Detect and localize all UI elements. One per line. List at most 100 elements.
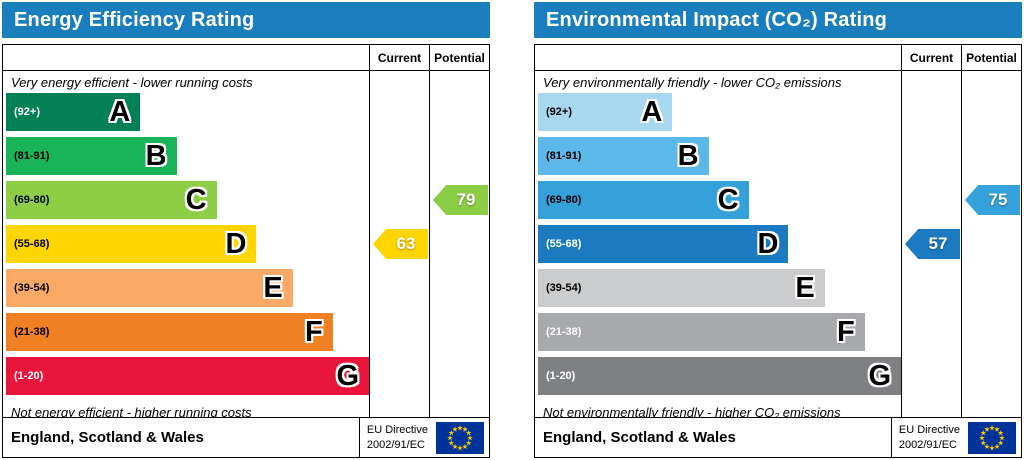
band-letter: B <box>145 139 167 172</box>
energy-top-caption: Very energy efficient - lower running co… <box>11 74 253 90</box>
energy-band-c: (69-80) C <box>6 181 217 219</box>
eu-directive-line2: 2002/91/EC <box>898 438 957 451</box>
band-range-label: (21-38) <box>14 326 50 338</box>
band-range-label: (1-20) <box>14 370 44 382</box>
band-letter: A <box>109 95 131 128</box>
energy-band-row-b: (81-91) B <box>6 137 369 175</box>
band-letter: B <box>677 139 699 172</box>
co2-column-header-row: Current Potential <box>535 45 1021 71</box>
co2-chart-footer: England, Scotland & Wales EU Directive 2… <box>535 417 1021 457</box>
energy-band-b: (81-91) B <box>6 137 177 175</box>
band-letter: G <box>868 359 891 392</box>
energy-rating-table: Current Potential Very energy efficient … <box>2 44 490 458</box>
eu-flag-icon <box>968 421 1016 454</box>
co2-band-g: (1-20) G <box>538 357 901 395</box>
co2-potential-column: 75 <box>961 71 1021 417</box>
band-letter: F <box>304 315 323 348</box>
co2-bands-area: Very environmentally friendly - lower CO… <box>535 71 901 417</box>
co2-chart-title-bar: Environmental Impact (CO₂) Rating <box>534 2 1022 38</box>
eu-directive-line1: EU Directive <box>366 424 428 437</box>
band-range-label: (55-68) <box>14 238 50 250</box>
co2-potential-rating-pointer: 75 <box>965 185 1020 215</box>
energy-band-a: (92+) A <box>6 93 141 131</box>
energy-potential-column: 79 <box>429 71 489 417</box>
band-letter: D <box>757 227 779 260</box>
environmental-impact-co2-rating-chart: Environmental Impact (CO₂) Rating Curren… <box>534 2 1022 458</box>
band-range-label: (92+) <box>14 106 40 118</box>
co2-bottom-caption: Not environmentally friendly - higher CO… <box>543 404 841 418</box>
band-range-label: (39-54) <box>546 282 582 294</box>
band-letter: G <box>336 359 359 392</box>
energy-bottom-caption: Not energy efficient - higher running co… <box>11 404 252 418</box>
band-range-label: (69-80) <box>546 194 582 206</box>
band-range-label: (81-91) <box>14 150 50 162</box>
co2-potential-column-header: Potential <box>961 45 1021 70</box>
band-letter: C <box>717 183 739 216</box>
eu-directive-line2: 2002/91/EC <box>366 438 425 451</box>
co2-band-row-f: (21-38) F <box>538 313 901 351</box>
eu-directive-label: EU Directive 2002/91/EC <box>367 423 428 452</box>
band-letter: A <box>641 95 663 128</box>
band-range-label: (39-54) <box>14 282 50 294</box>
co2-band-row-c: (69-80) C <box>538 181 901 219</box>
energy-band-e: (39-54) E <box>6 269 293 307</box>
co2-current-column: 57 <box>901 71 961 417</box>
energy-current-rating-pointer: 63 <box>373 229 428 259</box>
co2-band-a: (92+) A <box>538 93 673 131</box>
column-header-spacer <box>3 45 369 70</box>
co2-band-d: (55-68) D <box>538 225 789 263</box>
co2-current-rating-value: 57 <box>928 234 948 253</box>
co2-band-f: (21-38) F <box>538 313 865 351</box>
co2-band-e: (39-54) E <box>538 269 825 307</box>
energy-potential-column-header: Potential <box>429 45 489 70</box>
eu-directive-label: EU Directive 2002/91/EC <box>899 423 960 452</box>
energy-column-header-row: Current Potential <box>3 45 489 71</box>
energy-band-g: (1-20) G <box>6 357 369 395</box>
energy-band-row-c: (69-80) C <box>6 181 369 219</box>
co2-band-b: (81-91) B <box>538 137 709 175</box>
co2-band-row-e: (39-54) E <box>538 269 901 307</box>
energy-band-row-g: (1-20) G <box>6 357 369 395</box>
energy-potential-rating-pointer: 79 <box>433 185 488 215</box>
energy-current-column-header: Current <box>369 45 429 70</box>
energy-current-rating-value: 63 <box>396 234 416 253</box>
energy-band-row-f: (21-38) F <box>6 313 369 351</box>
eu-directive-cell: EU Directive 2002/91/EC <box>358 418 489 457</box>
energy-band-row-e: (39-54) E <box>6 269 369 307</box>
energy-band-row-d: (55-68) D <box>6 225 369 263</box>
band-range-label: (69-80) <box>14 194 50 206</box>
energy-band-f: (21-38) F <box>6 313 333 351</box>
band-range-label: (81-91) <box>546 150 582 162</box>
band-letter: E <box>795 271 815 304</box>
band-letter: C <box>185 183 207 216</box>
eu-directive-cell: EU Directive 2002/91/EC <box>890 418 1021 457</box>
energy-bands-area: Very energy efficient - lower running co… <box>3 71 369 417</box>
energy-band-row-a: (92+) A <box>6 93 369 131</box>
co2-band-row-d: (55-68) D <box>538 225 901 263</box>
co2-current-rating-pointer: 57 <box>905 229 960 259</box>
energy-chart-title: Energy Efficiency Rating <box>14 8 255 31</box>
region-label: England, Scotland & Wales <box>543 429 736 446</box>
band-range-label: (55-68) <box>546 238 582 250</box>
co2-chart-body: Very environmentally friendly - lower CO… <box>535 71 1021 417</box>
region-label: England, Scotland & Wales <box>11 429 204 446</box>
eu-directive-line1: EU Directive <box>898 424 960 437</box>
band-letter: D <box>225 227 247 260</box>
co2-band-row-g: (1-20) G <box>538 357 901 395</box>
co2-rating-table: Current Potential Very environmentally f… <box>534 44 1022 458</box>
co2-current-column-header: Current <box>901 45 961 70</box>
band-letter: F <box>836 315 855 348</box>
band-range-label: (1-20) <box>546 370 576 382</box>
co2-band-row-a: (92+) A <box>538 93 901 131</box>
energy-chart-title-bar: Energy Efficiency Rating <box>2 2 490 38</box>
band-range-label: (92+) <box>546 106 572 118</box>
band-letter: E <box>263 271 283 304</box>
co2-band-c: (69-80) C <box>538 181 749 219</box>
energy-efficiency-rating-chart: Energy Efficiency Rating Current Potenti… <box>2 2 490 458</box>
co2-band-row-b: (81-91) B <box>538 137 901 175</box>
energy-chart-body: Very energy efficient - lower running co… <box>3 71 489 417</box>
column-header-spacer <box>535 45 901 70</box>
co2-top-caption: Very environmentally friendly - lower CO… <box>543 74 842 90</box>
energy-current-column: 63 <box>369 71 429 417</box>
